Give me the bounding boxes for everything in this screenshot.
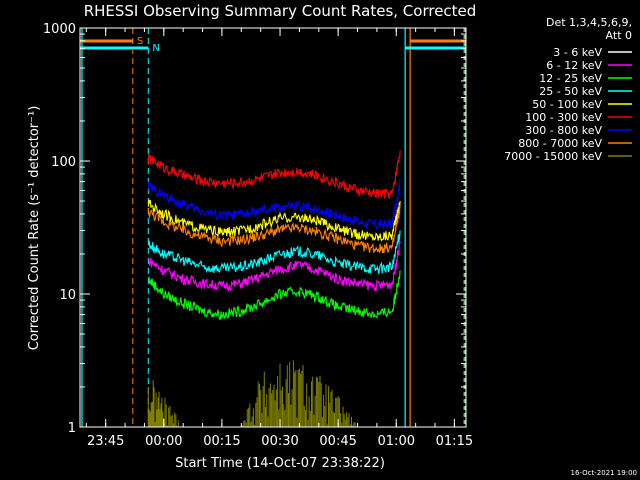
legend-label-4: 50 - 100 keV (532, 98, 602, 111)
x-tick-label-2: 00:15 (203, 434, 240, 449)
marker-letter-n: N (152, 43, 159, 54)
y-tick-label-0: 1 (68, 421, 76, 436)
series-line-0 (147, 293, 401, 363)
series-line-2 (147, 270, 401, 320)
marker-letter-s: S (137, 36, 143, 47)
series-layer (147, 150, 401, 427)
series-line-6 (147, 178, 401, 231)
x-tick-label-5: 01:00 (378, 434, 415, 449)
plot-frame (79, 27, 467, 428)
x-tick-label-3: 00:30 (261, 434, 298, 449)
legend-label-8: 7000 - 15000 keV (504, 150, 602, 163)
legend-label-0: 3 - 6 keV (553, 46, 602, 59)
series-line-5 (147, 150, 401, 199)
y-axis: 1 10 100 1000 (43, 22, 466, 436)
x-tick-label-4: 00:45 (319, 434, 356, 449)
legend-label-5: 100 - 300 keV (525, 111, 602, 124)
legend-label-6: 300 - 800 keV (525, 124, 602, 137)
x-tick-label-6: 01:15 (436, 434, 473, 449)
legend-label-1: 6 - 12 keV (546, 59, 602, 72)
x-axis: 23:45 00:00 00:15 00:30 00:45 01:00 01:15 (85, 28, 473, 449)
legend-header-line-0: Det 1,3,4,5,6,9, (546, 16, 632, 29)
series-line-8 (147, 360, 356, 427)
legend-label-2: 12 - 25 keV (539, 72, 602, 85)
attenuator-markers: SN (80, 28, 466, 427)
series-line-3 (147, 230, 401, 274)
series-line-7 (147, 205, 401, 254)
x-tick-label-1: 00:00 (145, 434, 182, 449)
y-axis-label: Corrected Count Rate (s⁻¹ detector⁻¹) (27, 106, 42, 351)
series-line-1 (148, 239, 401, 293)
generation-timestamp: 16-Oct-2021 19:00 (571, 469, 637, 477)
y-tick-label-3: 1000 (43, 22, 76, 37)
x-axis-label: Start Time (14-Oct-07 23:38:22) (175, 456, 385, 471)
chart-title: RHESSI Observing Summary Count Rates, Co… (84, 2, 477, 20)
legend-label-3: 25 - 50 keV (539, 85, 602, 98)
y-tick-label-2: 100 (51, 155, 76, 170)
legend-label-7: 800 - 7000 keV (518, 137, 602, 150)
y-tick-label-1: 10 (59, 288, 76, 303)
series-line-4 (147, 199, 401, 242)
legend-header: Det 1,3,4,5,6,9,Att 0 (546, 16, 632, 42)
legend-header-line-1: Att 0 (606, 29, 632, 42)
x-tick-label-0: 23:45 (87, 434, 124, 449)
